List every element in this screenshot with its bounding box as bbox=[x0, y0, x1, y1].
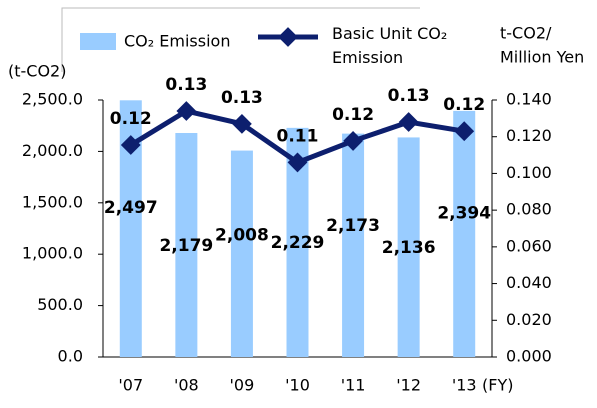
bar bbox=[175, 132, 198, 357]
line-marker bbox=[120, 135, 141, 155]
y2-tick-label: 0.100 bbox=[506, 163, 552, 182]
y2-tick-label: 0.000 bbox=[506, 347, 552, 366]
x-axis-label: (FY) bbox=[482, 376, 513, 395]
data-label: 0.12 bbox=[332, 105, 374, 125]
y2-tick-label: 0.140 bbox=[506, 90, 552, 109]
bar bbox=[453, 110, 476, 358]
y2-axis-label: t-CO2/ bbox=[500, 24, 552, 43]
legend-label: Basic Unit CO₂ Emission bbox=[332, 24, 447, 67]
line-marker bbox=[287, 152, 308, 173]
data-label: 2,173 bbox=[326, 216, 380, 236]
legend-bar-swatch bbox=[80, 33, 116, 50]
bar bbox=[342, 133, 365, 357]
x-tick-label: '08 bbox=[174, 376, 199, 395]
data-label: 0.12 bbox=[110, 109, 152, 129]
line-marker bbox=[176, 101, 197, 121]
bar bbox=[230, 150, 253, 357]
line-marker bbox=[232, 113, 252, 134]
legend-frame bbox=[61, 7, 420, 72]
data-label: 2,497 bbox=[104, 198, 158, 218]
x-tick-label: '13 bbox=[452, 376, 477, 395]
legend-marker bbox=[278, 27, 298, 47]
line-marker bbox=[343, 131, 363, 151]
bar bbox=[119, 100, 142, 357]
data-label: 0.13 bbox=[388, 86, 430, 106]
data-label: 0.13 bbox=[221, 88, 263, 108]
y2-tick-label: 0.080 bbox=[506, 200, 552, 219]
data-label: 0.12 bbox=[443, 95, 485, 115]
data-label: 2,008 bbox=[215, 225, 269, 245]
bar bbox=[286, 127, 309, 358]
x-tick-label: '11 bbox=[341, 376, 366, 395]
data-label: 0.13 bbox=[165, 75, 207, 95]
data-label: 2,179 bbox=[159, 236, 213, 256]
y2-tick-label: 0.120 bbox=[506, 126, 552, 145]
y2-tick-label: 0.040 bbox=[506, 273, 552, 292]
y-tick-label: 0.0 bbox=[58, 347, 83, 366]
line-marker bbox=[454, 121, 475, 142]
y-axis-label: (t-CO2) bbox=[8, 62, 66, 81]
y-tick-label: 2,000.0 bbox=[22, 141, 83, 160]
data-label: 2,229 bbox=[271, 233, 325, 253]
y2-tick-label: 0.020 bbox=[506, 310, 552, 329]
data-label: 0.11 bbox=[277, 126, 319, 146]
y2-axis-label: Million Yen bbox=[500, 48, 584, 67]
x-tick-label: '09 bbox=[230, 376, 255, 395]
y-tick-label: 1,500.0 bbox=[22, 192, 83, 211]
x-tick-label: '07 bbox=[118, 376, 143, 395]
y-tick-label: 1,000.0 bbox=[22, 244, 83, 263]
data-label: 2,394 bbox=[437, 204, 491, 224]
data-label: 2,136 bbox=[382, 238, 436, 258]
x-tick-label: '12 bbox=[396, 376, 421, 395]
y-tick-label: 500.0 bbox=[37, 295, 83, 314]
y2-tick-label: 0.060 bbox=[506, 236, 552, 255]
legend-label: CO₂ Emission bbox=[124, 32, 230, 51]
x-tick-label: '10 bbox=[285, 376, 310, 395]
line-marker bbox=[398, 112, 419, 132]
y-tick-label: 2,500.0 bbox=[22, 90, 83, 109]
bar bbox=[397, 137, 420, 357]
